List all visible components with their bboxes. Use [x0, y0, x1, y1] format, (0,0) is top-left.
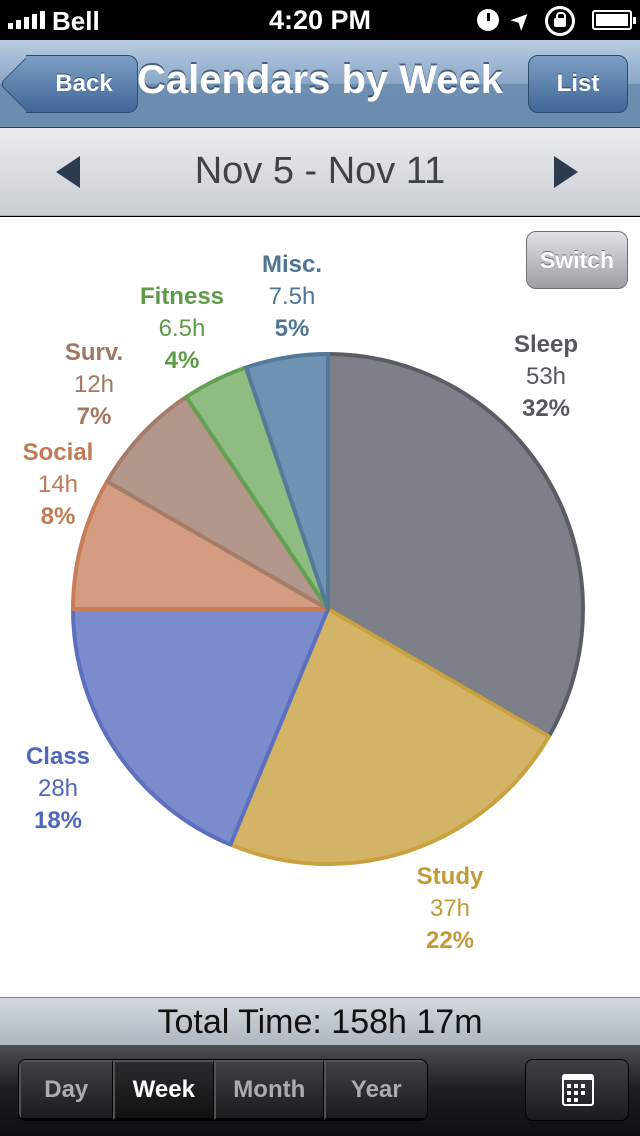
slice-percent: 7%: [76, 403, 112, 430]
slice-label-misc: Misc. 7.5h 5%: [222, 249, 362, 345]
slice-hours: 14h: [37, 471, 79, 498]
slice-name: Fitness: [139, 283, 225, 310]
slice-hours: 6.5h: [158, 315, 206, 342]
slice-name: Surv.: [64, 339, 124, 366]
bottom-toolbar: Day Week Month Year: [0, 1045, 640, 1136]
slice-hours: 28h: [37, 775, 79, 802]
slice-percent: 32%: [521, 395, 571, 422]
calendar-button[interactable]: [525, 1059, 629, 1121]
next-week-arrow-icon[interactable]: [554, 156, 578, 188]
slice-label-social: Social 14h 8%: [0, 437, 128, 533]
slice-name: Misc.: [261, 251, 323, 278]
slice-percent: 8%: [40, 503, 76, 530]
page-title: Calendars by Week: [136, 58, 504, 102]
carrier-name: Bell: [52, 6, 100, 36]
back-button-label: Back: [55, 70, 113, 97]
slice-hours: 7.5h: [268, 283, 316, 310]
navigation-bar: Back Calendars by Week List: [0, 40, 640, 128]
alarm-clock-icon: [477, 9, 499, 31]
switch-button[interactable]: Switch: [526, 231, 628, 289]
segment-month[interactable]: Month: [214, 1060, 324, 1120]
slice-percent: 5%: [274, 315, 310, 342]
pie-slice-class[interactable]: [71, 607, 330, 847]
chart-area: Sleep 53h 32% Study 37h 22% Class 28h 18% Social 1…: [0, 217, 640, 997]
pie-slice-misc[interactable]: [244, 352, 330, 611]
segment-week[interactable]: Week: [112, 1060, 215, 1120]
calendar-icon: [562, 1074, 594, 1106]
pie-slice-surv[interactable]: [105, 394, 330, 611]
status-bar: Bell 4:20 PM ➤: [0, 0, 640, 40]
slice-hours: 53h: [525, 363, 567, 390]
pie-slice-sleep[interactable]: [326, 352, 585, 739]
pie-chart[interactable]: [0, 217, 640, 997]
slice-label-fitness: Fitness 6.5h 4%: [112, 281, 252, 377]
back-button[interactable]: Back: [0, 54, 138, 114]
slice-label-class: Class 28h 18%: [0, 741, 128, 837]
battery-icon: [592, 10, 636, 30]
slice-name: Class: [25, 743, 91, 770]
pie-slice-social[interactable]: [71, 479, 330, 611]
slice-percent: 18%: [33, 807, 83, 834]
slice-label-study: Study 37h 22%: [380, 861, 520, 957]
slice-label-sleep: Sleep 53h 32%: [476, 329, 616, 425]
signal-strength-icon: [8, 11, 45, 29]
date-navigator: Nov 5 - Nov 11: [0, 128, 640, 216]
slice-name: Study: [416, 863, 484, 890]
pie-slice-study[interactable]: [228, 607, 551, 866]
total-time-bar: Total Time: 158h 17m: [0, 997, 640, 1045]
slice-percent: 4%: [164, 347, 200, 374]
status-time: 4:20 PM: [268, 5, 372, 35]
list-button[interactable]: List: [528, 55, 628, 113]
segment-year[interactable]: Year: [323, 1060, 427, 1120]
slice-label-surv: Surv. 12h 7%: [24, 337, 164, 433]
date-range-label: Nov 5 - Nov 11: [194, 150, 446, 192]
total-time-label: Total Time: 158h 17m: [157, 1003, 483, 1041]
slice-name: Sleep: [513, 331, 579, 358]
rotation-lock-icon: [545, 6, 575, 36]
slice-percent: 22%: [425, 927, 475, 954]
period-segmented-control: Day Week Month Year: [18, 1059, 428, 1121]
slice-hours: 37h: [429, 895, 471, 922]
previous-week-arrow-icon[interactable]: [56, 156, 80, 188]
slice-hours: 12h: [73, 371, 115, 398]
slice-name: Social: [22, 439, 94, 466]
segment-day[interactable]: Day: [19, 1060, 113, 1120]
